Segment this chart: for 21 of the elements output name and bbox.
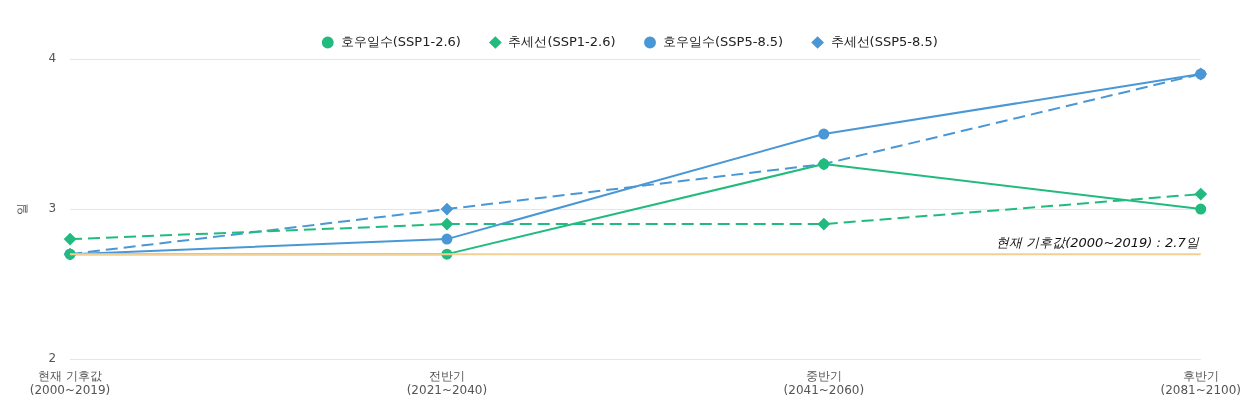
point [440, 218, 453, 231]
x-tick-label: 현재 기후값 (2000~2019) [29, 368, 111, 397]
legend-label: 호우일수(SSP1-2.6) [340, 33, 461, 49]
point [1194, 188, 1207, 201]
legend-label: 호우일수(SSP5-8.5) [663, 33, 784, 49]
point [817, 218, 830, 231]
point [1195, 68, 1207, 80]
point [441, 233, 453, 245]
y-axis-title: 일 [15, 203, 30, 216]
x-tick-label: 중반기 (2041~2060) [783, 368, 865, 397]
y-tick-label: 2 [48, 351, 57, 366]
x-tick-label: 후반기 (2081~2100) [1160, 368, 1241, 397]
ref-line-label: 현재 기후값(2000~2019) : 2.7일 [996, 235, 1200, 251]
legend-label: 추세선(SSP1-2.6) [508, 33, 616, 49]
legend-label: 추세선(SSP5-8.5) [830, 33, 938, 49]
point [440, 203, 453, 216]
point [64, 233, 77, 246]
y-tick-label: 3 [48, 201, 57, 216]
x-tick-label: 전반기 (2021~2040) [406, 368, 488, 397]
y-tick-label: 4 [48, 51, 57, 66]
point [818, 128, 830, 140]
